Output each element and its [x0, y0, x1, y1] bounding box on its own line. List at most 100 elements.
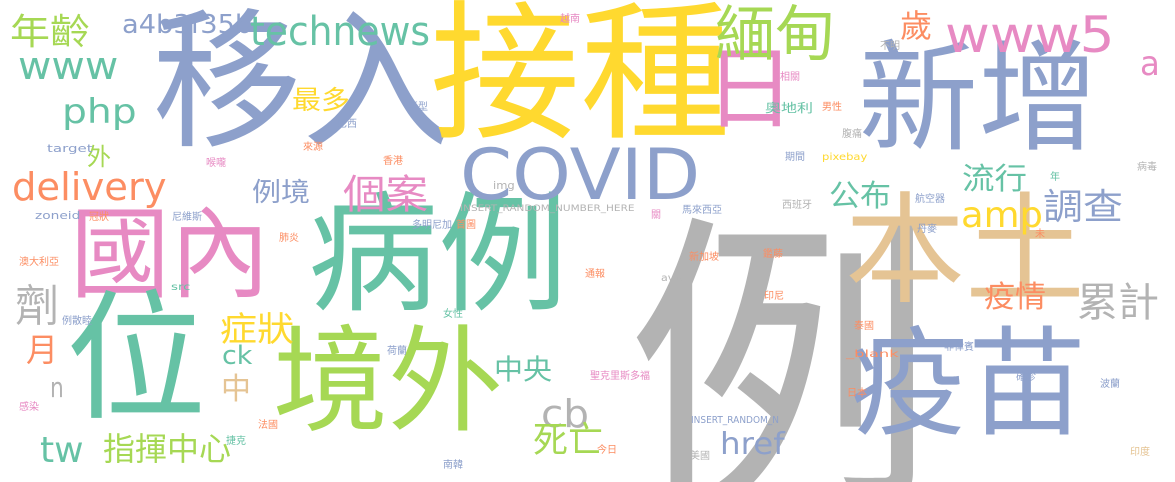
word-42: href: [720, 427, 785, 462]
word-32: 疫情: [984, 280, 1046, 315]
word-64: 喉嚨: [206, 158, 226, 169]
word-99: 印度: [1130, 447, 1150, 458]
word-45: 越南: [560, 14, 580, 25]
word-50: 期間: [785, 152, 805, 163]
word-2: 移入: [152, 0, 453, 170]
word-5: 本土: [845, 182, 1085, 321]
word-19: php: [62, 92, 137, 132]
word-89: 確診: [1016, 372, 1036, 383]
word-16: 年齡: [10, 12, 91, 53]
word-35: 月: [26, 331, 59, 369]
word-65: target: [47, 142, 93, 155]
word-88: 聖克里斯多福: [590, 371, 650, 382]
word-95: 捷克: [226, 436, 246, 447]
word-31: 累計: [1077, 280, 1159, 326]
word-51: pixebay: [822, 152, 868, 163]
word-54: 年: [1050, 172, 1060, 183]
word-73: 多明尼加: [412, 220, 452, 231]
word-91: 日本: [847, 388, 867, 399]
word-63: 香港: [383, 156, 403, 167]
word-25: 歲: [900, 7, 933, 45]
word-49: 奧地利: [765, 101, 814, 115]
word-74: 首圖: [456, 220, 476, 231]
word-18: www: [18, 44, 119, 88]
word-78: 印尼: [764, 291, 784, 302]
word-47: 相關: [780, 72, 800, 83]
word-72: 肺炎: [279, 233, 299, 244]
word-94: 法國: [258, 420, 278, 431]
word-20: delivery: [12, 165, 167, 209]
word-83: avw: [661, 273, 684, 284]
word-97: 美國: [690, 451, 710, 462]
word-10: 疫苗: [850, 315, 1087, 453]
word-84: 女性: [443, 309, 463, 320]
word-93: INSERT_RANDOM_N: [691, 415, 779, 426]
word-11: 日: [705, 37, 795, 142]
word-9: 境外: [273, 315, 504, 449]
word-43: tw: [40, 430, 84, 471]
word-60: 新型: [408, 102, 428, 113]
word-71: 澳大利亞: [19, 257, 59, 268]
word-33: 症狀: [220, 310, 294, 350]
word-52: 腹痛: [842, 129, 862, 140]
word-58: 未: [1035, 229, 1045, 240]
word-12: COVID: [460, 134, 701, 216]
word-14: www5: [945, 6, 1115, 64]
word-24: 外: [87, 143, 111, 171]
word-85: 荷蘭: [387, 346, 407, 357]
word-1: 例: [573, 205, 934, 482]
word-34: 劑: [15, 281, 59, 332]
word-38: n: [50, 371, 64, 404]
word-30: a: [1140, 44, 1160, 84]
word-40: cb: [541, 392, 590, 436]
word-26: amp: [961, 195, 1043, 236]
word-8: 位: [66, 278, 207, 441]
word-69: 尼維斯: [172, 212, 202, 223]
word-23: 最多: [292, 86, 350, 116]
word-56: 西班牙: [782, 200, 812, 211]
word-44: 指揮中心: [103, 430, 232, 468]
word-62: 來源: [303, 142, 323, 153]
word-7: 國內: [70, 196, 270, 313]
word-92: 波蘭: [1100, 379, 1120, 390]
word-15: technews: [250, 9, 431, 55]
word-87: 非律賓: [944, 342, 974, 353]
word-80: src: [171, 282, 191, 293]
word-68: zoneid: [35, 209, 81, 222]
word-48: 男性: [822, 102, 842, 113]
word-81: 例散睦: [62, 316, 92, 327]
word-29: 公布: [829, 179, 891, 214]
word-55: 航空器: [915, 194, 945, 205]
word-96: 今日: [597, 445, 617, 456]
word-22: 例境: [252, 178, 310, 208]
word-57: 馬來西亞: [682, 205, 722, 216]
word-66: img: [493, 179, 515, 192]
word-36: ck: [222, 341, 253, 371]
word-17: a4b3f35b: [122, 10, 253, 40]
word-86: _blank: [846, 349, 899, 360]
word-76: 新加坡: [689, 252, 719, 263]
word-70: 冠狀: [89, 212, 109, 223]
word-4: 新增: [858, 30, 1098, 169]
word-90: 感染: [19, 402, 39, 413]
word-79: 泰國: [854, 321, 874, 332]
word-6: 病例: [308, 179, 569, 331]
word-37: 中: [221, 372, 251, 407]
word-75: 關: [651, 210, 661, 221]
word-39: 中央: [494, 353, 553, 386]
word-3: 接種: [430, 0, 731, 162]
word-61: 巴西: [337, 119, 357, 130]
word-53: 病毒: [1137, 162, 1157, 173]
word-82: 通報: [585, 269, 605, 280]
word-67: INSERT_RANDOM_NUMBER_HERE: [460, 204, 635, 214]
word-13: 緬甸: [715, 0, 835, 70]
word-41: 死亡: [533, 420, 603, 461]
word-77: 鑑藤: [763, 249, 783, 260]
word-46: 不明: [880, 41, 900, 52]
word-59: 丹麥: [917, 224, 937, 235]
word-21: 個案: [343, 172, 429, 218]
word-27: 流行: [962, 162, 1027, 197]
word-28: 調查: [1043, 187, 1124, 228]
word-98: 南韓: [443, 460, 463, 471]
